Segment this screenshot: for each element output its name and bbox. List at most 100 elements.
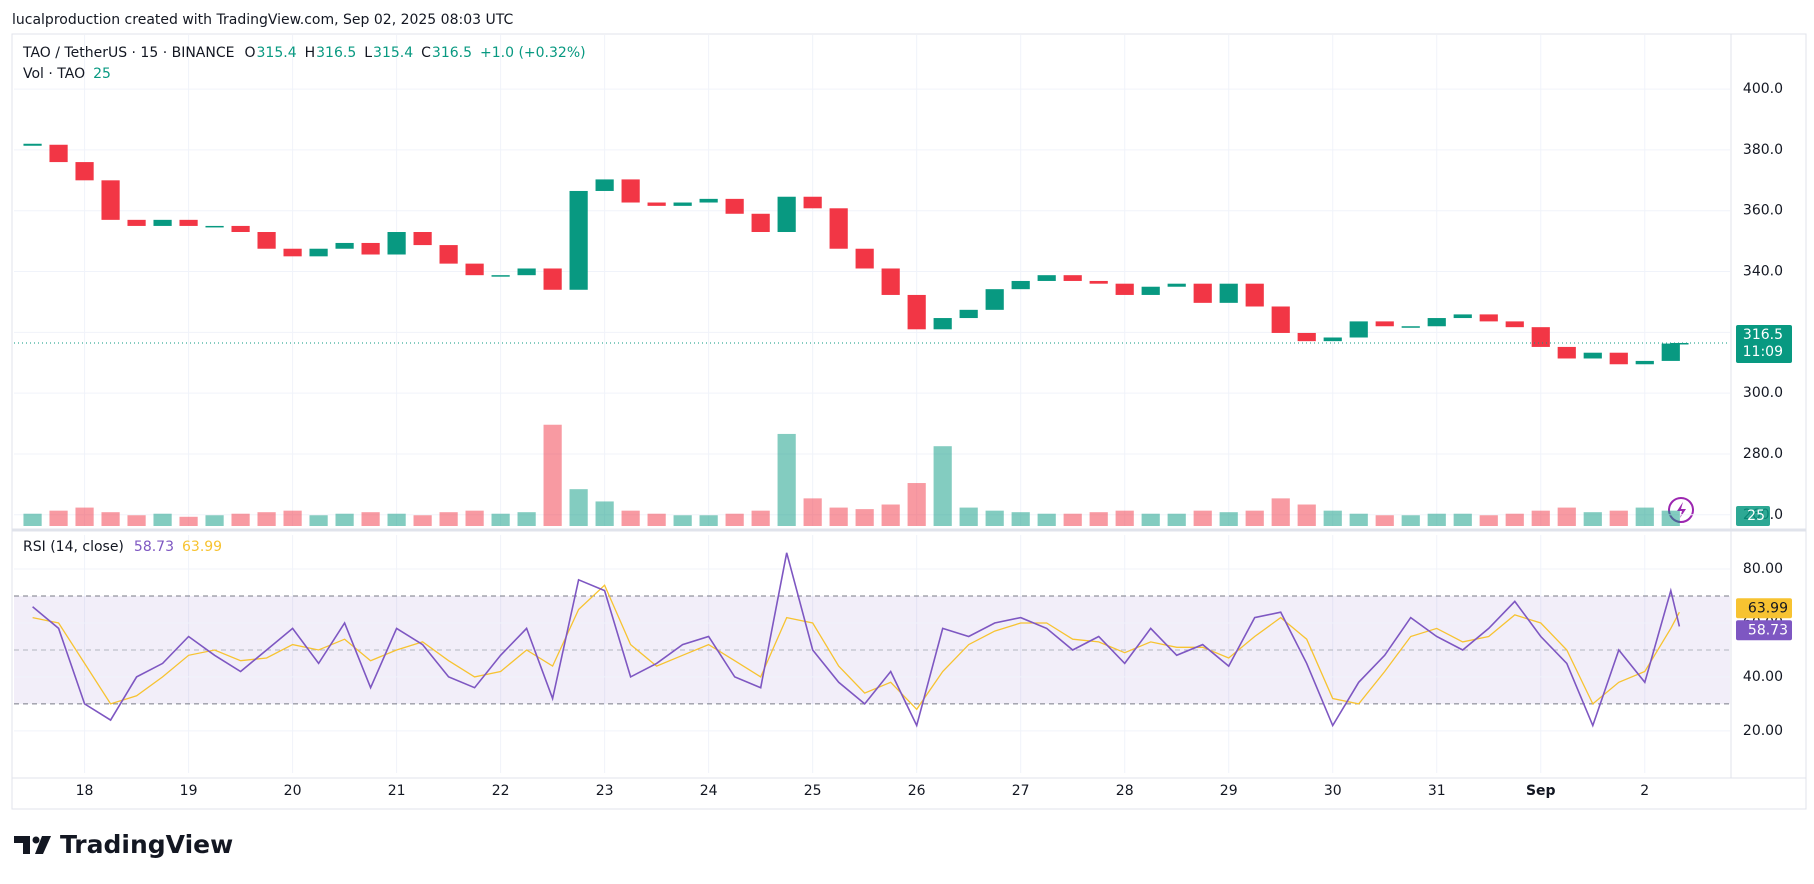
candle <box>1453 314 1472 319</box>
volume-bar <box>933 446 952 526</box>
legend-text: 58.73 <box>134 539 174 555</box>
legend-text: L <box>364 45 372 61</box>
x-tick-label: 28 <box>1116 783 1134 799</box>
volume-bar <box>413 515 432 526</box>
candle <box>933 318 952 330</box>
candle <box>673 202 692 206</box>
x-tick-label: 20 <box>284 783 302 799</box>
y-tick-label: 340.0 <box>1743 264 1783 280</box>
attribution: lucalproduction created with TradingView… <box>12 12 513 28</box>
grid-layer <box>14 35 1730 773</box>
candle <box>803 196 822 209</box>
volume-bar <box>231 513 250 526</box>
candle <box>569 190 588 290</box>
y-tick-label: 20.00 <box>1743 723 1783 739</box>
volume-bar <box>673 515 692 526</box>
volume-bar <box>1635 507 1654 526</box>
volume-bar <box>439 512 458 526</box>
volume-bar <box>23 513 42 526</box>
volume-bar <box>829 507 848 526</box>
rsi-badge-value: 58.73 <box>1748 622 1788 638</box>
volume-bar <box>595 501 614 526</box>
legend-text: RSI (14, close) <box>23 539 124 555</box>
legend-text: +1.0 (+0.32%) <box>480 45 586 61</box>
volume-bar <box>1479 515 1498 526</box>
legend-text: 315.4 <box>257 45 297 61</box>
candle <box>179 219 198 226</box>
candle <box>725 198 744 214</box>
rsi-badge <box>1736 598 1792 619</box>
x-tick-label: 29 <box>1220 783 1238 799</box>
volume-bar <box>1245 510 1264 526</box>
volume-bar <box>1401 515 1420 526</box>
x-tick-label: 23 <box>596 783 614 799</box>
volume-bar <box>1037 513 1056 526</box>
candle <box>361 242 380 255</box>
legend-text: 316.5 <box>316 45 356 61</box>
volume-bar <box>1661 510 1680 526</box>
volume-bar <box>855 509 874 526</box>
volume-bar <box>75 507 94 526</box>
candle <box>413 232 432 246</box>
volume-bar <box>1375 515 1394 526</box>
y-tick-label: 400.0 <box>1743 81 1783 97</box>
candle <box>751 213 770 233</box>
candle <box>127 219 146 226</box>
volume-bar <box>907 483 926 526</box>
volume-bar <box>881 504 900 526</box>
volume-bar <box>959 507 978 526</box>
y-tick-label: 280.0 <box>1743 446 1783 462</box>
candle <box>1635 360 1654 365</box>
logo-icon <box>32 836 40 844</box>
candle <box>1401 326 1420 328</box>
volume-bar <box>101 512 120 526</box>
volume-bar <box>127 515 146 526</box>
volume-bar <box>1531 510 1550 526</box>
price-badge-value: 316.5 <box>1743 327 1783 343</box>
x-tick-label: 22 <box>492 783 510 799</box>
candle <box>1349 321 1368 338</box>
candle <box>1297 332 1316 342</box>
volume-bar <box>387 513 406 526</box>
candle <box>1375 321 1394 327</box>
volume-bar <box>1453 513 1472 526</box>
candle <box>1219 283 1238 303</box>
x-tick-label: 18 <box>76 783 94 799</box>
logo-icon <box>14 836 30 854</box>
candle <box>1011 280 1030 290</box>
candle <box>283 248 302 257</box>
candle <box>49 144 68 163</box>
volume-bar <box>283 510 302 526</box>
candle <box>621 179 640 203</box>
candle <box>647 202 666 206</box>
candle <box>231 225 250 233</box>
volume-bar <box>725 513 744 526</box>
legend-text: H <box>305 45 316 61</box>
volume-bar <box>1141 513 1160 526</box>
rsi-line <box>32 584 1680 711</box>
candle <box>959 309 978 319</box>
volume-badge <box>1736 506 1770 526</box>
candle <box>153 219 172 226</box>
candle <box>1479 314 1498 322</box>
data-layer <box>14 143 1730 728</box>
x-tick-label: 25 <box>804 783 822 799</box>
volume-bar <box>699 515 718 526</box>
volume-bar <box>1609 510 1628 526</box>
legend-text: 63.99 <box>182 539 222 555</box>
volume-bar <box>1167 513 1186 526</box>
rsi-badge-value: 63.99 <box>1748 600 1788 616</box>
volume-bar <box>1115 510 1134 526</box>
candle <box>1089 280 1108 284</box>
candle <box>439 245 458 264</box>
volume-bar <box>361 512 380 526</box>
candle <box>387 232 406 255</box>
legend-text: Vol · TAO <box>23 66 85 82</box>
volume-bar <box>1089 512 1108 526</box>
x-tick-label: 24 <box>700 783 718 799</box>
candle <box>985 289 1004 310</box>
chart-frame <box>11 33 1807 810</box>
volume-bar <box>1271 498 1290 526</box>
